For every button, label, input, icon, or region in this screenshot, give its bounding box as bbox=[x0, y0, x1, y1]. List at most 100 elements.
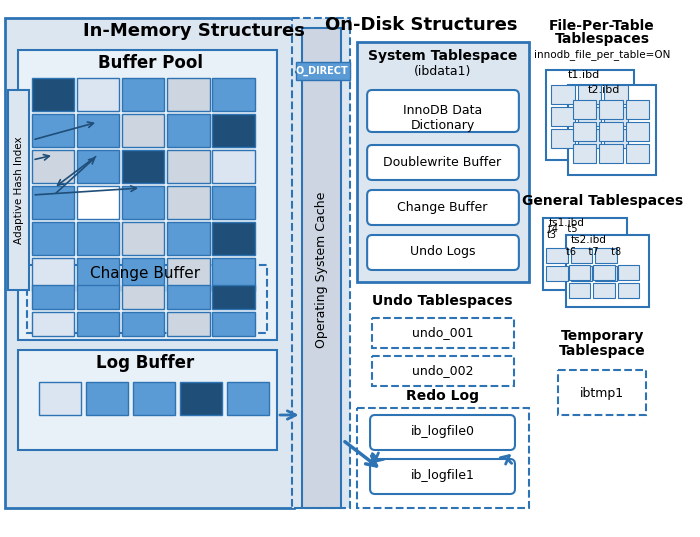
Bar bbox=[122, 150, 164, 183]
Bar bbox=[133, 382, 175, 415]
Bar bbox=[618, 265, 639, 280]
Bar bbox=[77, 114, 120, 147]
Text: General Tablespaces: General Tablespaces bbox=[522, 194, 682, 208]
Text: Adaptive Hash Index: Adaptive Hash Index bbox=[13, 136, 24, 244]
Bar bbox=[570, 248, 592, 263]
Bar bbox=[604, 129, 628, 148]
Bar bbox=[357, 42, 528, 282]
Bar bbox=[18, 50, 277, 340]
Bar bbox=[372, 356, 514, 386]
Bar bbox=[618, 283, 639, 298]
Bar bbox=[212, 78, 255, 111]
Bar bbox=[167, 114, 209, 147]
Bar bbox=[551, 129, 575, 148]
Bar bbox=[599, 100, 623, 119]
Bar bbox=[566, 235, 649, 307]
Bar bbox=[372, 318, 514, 348]
Bar bbox=[212, 258, 255, 291]
Bar bbox=[626, 144, 649, 163]
Bar bbox=[77, 285, 120, 309]
Bar bbox=[32, 114, 74, 147]
Bar bbox=[32, 312, 74, 336]
Bar bbox=[599, 144, 623, 163]
Bar bbox=[32, 78, 74, 111]
Bar bbox=[212, 186, 255, 219]
Text: Redo Log: Redo Log bbox=[406, 389, 479, 403]
Text: ts2.ibd: ts2.ibd bbox=[570, 235, 607, 245]
Bar bbox=[27, 265, 267, 333]
Bar bbox=[578, 85, 601, 104]
Text: Change Buffer: Change Buffer bbox=[90, 266, 200, 281]
Bar bbox=[77, 186, 120, 219]
Text: ibtmp1: ibtmp1 bbox=[580, 387, 624, 400]
Bar bbox=[546, 266, 568, 281]
Bar bbox=[77, 150, 120, 183]
Bar bbox=[573, 100, 596, 119]
Bar bbox=[568, 85, 656, 175]
Bar bbox=[122, 285, 164, 309]
Bar bbox=[626, 122, 649, 141]
Text: System Tablespace: System Tablespace bbox=[368, 49, 517, 63]
Text: Tablespace: Tablespace bbox=[559, 344, 645, 358]
Text: File-Per-Table: File-Per-Table bbox=[550, 19, 655, 33]
Text: Buffer Pool: Buffer Pool bbox=[98, 54, 203, 72]
Text: Temporary: Temporary bbox=[561, 329, 644, 343]
Bar bbox=[546, 248, 568, 263]
Text: Tablespaces: Tablespaces bbox=[554, 32, 650, 46]
Bar bbox=[569, 283, 590, 298]
Text: Doublewrite Buffer: Doublewrite Buffer bbox=[384, 156, 502, 169]
Bar bbox=[595, 248, 617, 263]
Text: ib_logfile0: ib_logfile0 bbox=[410, 425, 475, 439]
FancyBboxPatch shape bbox=[367, 190, 519, 225]
Bar bbox=[77, 78, 120, 111]
Bar bbox=[167, 312, 209, 336]
Bar bbox=[573, 144, 596, 163]
Bar bbox=[570, 266, 592, 281]
Bar bbox=[212, 150, 255, 183]
Bar bbox=[77, 312, 120, 336]
Bar bbox=[302, 28, 341, 508]
Text: t2.ibd: t2.ibd bbox=[587, 85, 620, 95]
Bar bbox=[5, 18, 294, 508]
FancyBboxPatch shape bbox=[370, 459, 515, 494]
Bar bbox=[558, 370, 646, 415]
Bar bbox=[18, 350, 277, 450]
Text: Undo Logs: Undo Logs bbox=[410, 245, 475, 258]
Bar bbox=[32, 258, 74, 291]
Bar bbox=[227, 382, 270, 415]
Bar bbox=[167, 285, 209, 309]
Bar bbox=[626, 100, 649, 119]
Bar bbox=[569, 265, 590, 280]
Text: Undo Tablespaces: Undo Tablespaces bbox=[372, 294, 513, 308]
Bar bbox=[180, 382, 222, 415]
Text: Log Buffer: Log Buffer bbox=[96, 354, 194, 372]
Text: t3: t3 bbox=[546, 230, 556, 240]
Text: t4   t5: t4 t5 bbox=[548, 224, 578, 234]
Text: undo_002: undo_002 bbox=[412, 365, 473, 378]
Bar bbox=[212, 285, 255, 309]
Bar bbox=[122, 78, 164, 111]
Bar bbox=[86, 382, 128, 415]
Bar bbox=[167, 222, 209, 255]
Text: InnoDB Data
Dictionary: InnoDB Data Dictionary bbox=[403, 104, 482, 132]
Bar bbox=[167, 186, 209, 219]
Bar bbox=[212, 222, 255, 255]
Bar bbox=[604, 85, 628, 104]
Bar bbox=[77, 222, 120, 255]
Bar bbox=[595, 266, 617, 281]
Text: innodb_file_per_table=ON: innodb_file_per_table=ON bbox=[534, 49, 671, 60]
Bar bbox=[32, 285, 74, 309]
Text: Operating System Cache: Operating System Cache bbox=[314, 192, 328, 348]
Bar bbox=[32, 222, 74, 255]
Text: O_DIRECT: O_DIRECT bbox=[295, 66, 349, 76]
Bar bbox=[357, 408, 528, 508]
Bar bbox=[594, 283, 615, 298]
Bar bbox=[578, 129, 601, 148]
Bar bbox=[122, 312, 164, 336]
Bar bbox=[212, 114, 255, 147]
Text: ts1.ibd: ts1.ibd bbox=[548, 218, 584, 228]
FancyBboxPatch shape bbox=[370, 415, 515, 450]
Bar bbox=[594, 265, 615, 280]
FancyBboxPatch shape bbox=[367, 235, 519, 270]
Text: In-Memory Structures: In-Memory Structures bbox=[83, 22, 305, 40]
